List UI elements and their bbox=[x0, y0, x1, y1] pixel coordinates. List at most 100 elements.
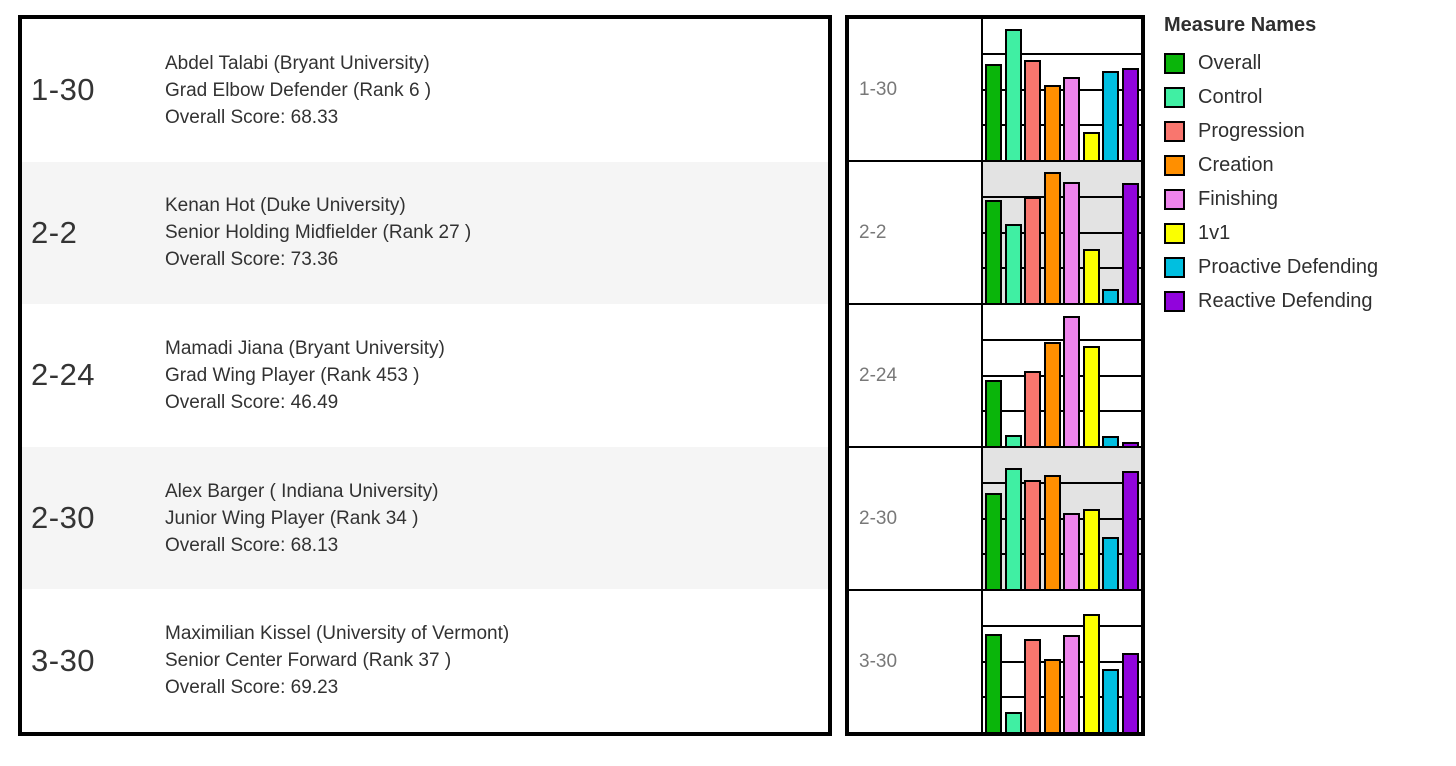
bar-proactive-defending[interactable] bbox=[1102, 288, 1120, 303]
legend: Measure Names Overall Control Progression C… bbox=[1164, 14, 1378, 318]
chart-pane bbox=[983, 305, 1141, 446]
bar-creation[interactable] bbox=[1043, 171, 1061, 303]
chart-row: 2-24 bbox=[849, 303, 1141, 446]
bar-reactive-defending[interactable] bbox=[1121, 68, 1139, 160]
legend-item-progression[interactable]: Progression bbox=[1164, 114, 1378, 148]
bar-overall[interactable] bbox=[985, 380, 1002, 446]
table-row[interactable]: 3-30 Maximilian Kissel (University of Ve… bbox=[22, 589, 828, 732]
player-score-line: Overall Score: 68.33 bbox=[165, 106, 339, 128]
legend-label: Reactive Defending bbox=[1198, 289, 1373, 312]
bar-group bbox=[983, 162, 1141, 303]
bar-proactive-defending[interactable] bbox=[1102, 536, 1120, 589]
legend-item-reactive-defending[interactable]: Reactive Defending bbox=[1164, 284, 1378, 318]
chart-row: 2-30 bbox=[849, 446, 1141, 589]
gridline-50 bbox=[983, 374, 1141, 377]
player-details: Alex Barger ( Indiana University) Junior… bbox=[165, 478, 439, 559]
bar-group bbox=[983, 591, 1141, 732]
player-code: 2-2 bbox=[31, 214, 78, 250]
legend-items: Overall Control Progression Creation Finishi… bbox=[1164, 46, 1378, 318]
legend-swatch-icon bbox=[1164, 52, 1185, 74]
bar-creation[interactable] bbox=[1043, 85, 1061, 160]
legend-item-control[interactable]: Control bbox=[1164, 80, 1378, 114]
table-row[interactable]: 2-30 Alex Barger ( Indiana University) J… bbox=[22, 446, 828, 590]
player-score-line: Overall Score: 73.36 bbox=[165, 249, 339, 271]
gridline-50 bbox=[983, 231, 1141, 234]
gridline-50 bbox=[983, 660, 1141, 663]
gridline-75 bbox=[983, 196, 1141, 199]
chart-row-label: 3-30 bbox=[849, 591, 983, 732]
bar-overall[interactable] bbox=[985, 634, 1002, 732]
bar-control[interactable] bbox=[1004, 28, 1022, 160]
player-position-line: Senior Center Forward (Rank 37 ) bbox=[165, 650, 452, 672]
bar-1v1[interactable] bbox=[1082, 249, 1100, 303]
gridline-75 bbox=[983, 482, 1141, 485]
bar-proactive-defending[interactable] bbox=[1102, 71, 1120, 160]
player-position-line: Grad Wing Player (Rank 453 ) bbox=[165, 364, 420, 386]
bar-progression[interactable] bbox=[1024, 197, 1042, 303]
bar-progression[interactable] bbox=[1024, 480, 1042, 589]
bar-reactive-defending[interactable] bbox=[1121, 441, 1139, 446]
chart-row: 1-30 bbox=[849, 19, 1141, 160]
player-score-line: Overall Score: 68.13 bbox=[165, 534, 339, 556]
bar-chart-panel: 1-30 2-2 2-24 2-30 3-30 bbox=[845, 15, 1145, 736]
bar-finishing[interactable] bbox=[1063, 76, 1081, 160]
legend-item-proactive-defending[interactable]: Proactive Defending bbox=[1164, 250, 1378, 284]
player-details: Maximilian Kissel (University of Vermont… bbox=[165, 620, 509, 701]
chart-row: 2-2 bbox=[849, 160, 1141, 303]
gridline-25 bbox=[983, 552, 1141, 555]
bar-creation[interactable] bbox=[1043, 474, 1061, 589]
bar-group bbox=[983, 19, 1141, 160]
legend-label: 1v1 bbox=[1198, 221, 1231, 244]
chart-row-label: 2-2 bbox=[849, 162, 983, 303]
bar-1v1[interactable] bbox=[1082, 613, 1100, 732]
legend-item-1v1[interactable]: 1v1 bbox=[1164, 216, 1378, 250]
bar-finishing[interactable] bbox=[1063, 634, 1081, 732]
chart-row-label: 1-30 bbox=[849, 19, 983, 160]
table-row[interactable]: 2-24 Mamadi Jiana (Bryant University) Gr… bbox=[22, 304, 828, 447]
bar-creation[interactable] bbox=[1043, 341, 1061, 446]
legend-label: Creation bbox=[1198, 153, 1274, 176]
legend-label: Control bbox=[1198, 85, 1263, 108]
bar-reactive-defending[interactable] bbox=[1121, 653, 1139, 732]
player-code: 2-30 bbox=[31, 500, 96, 536]
bar-proactive-defending[interactable] bbox=[1102, 668, 1120, 732]
bar-progression[interactable] bbox=[1024, 371, 1042, 446]
legend-label: Progression bbox=[1198, 119, 1305, 142]
legend-swatch-icon bbox=[1164, 188, 1185, 210]
bar-control[interactable] bbox=[1004, 224, 1022, 303]
bar-progression[interactable] bbox=[1024, 59, 1042, 160]
gridline-75 bbox=[983, 53, 1141, 56]
legend-swatch-icon bbox=[1164, 290, 1185, 312]
bar-overall[interactable] bbox=[985, 199, 1002, 303]
player-details: Mamadi Jiana (Bryant University) Grad Wi… bbox=[165, 335, 445, 416]
table-row[interactable]: 1-30 Abdel Talabi (Bryant University) Gr… bbox=[22, 19, 828, 162]
bar-control[interactable] bbox=[1004, 434, 1022, 446]
bar-1v1[interactable] bbox=[1082, 345, 1100, 446]
bar-group bbox=[983, 305, 1141, 446]
chart-pane bbox=[983, 19, 1141, 160]
bar-reactive-defending[interactable] bbox=[1121, 183, 1139, 303]
bar-1v1[interactable] bbox=[1082, 131, 1100, 160]
player-name-line: Kenan Hot (Duke University) bbox=[165, 195, 406, 217]
legend-item-finishing[interactable]: Finishing bbox=[1164, 182, 1378, 216]
bar-control[interactable] bbox=[1004, 467, 1022, 589]
bar-1v1[interactable] bbox=[1082, 508, 1100, 589]
bar-overall[interactable] bbox=[985, 492, 1002, 589]
legend-item-overall[interactable]: Overall bbox=[1164, 46, 1378, 80]
gridline-25 bbox=[983, 266, 1141, 269]
player-score-line: Overall Score: 46.49 bbox=[165, 391, 339, 413]
player-position-line: Grad Elbow Defender (Rank 6 ) bbox=[165, 79, 432, 101]
chart-row: 3-30 bbox=[849, 589, 1141, 732]
bar-finishing[interactable] bbox=[1063, 512, 1081, 589]
bar-finishing[interactable] bbox=[1063, 316, 1081, 446]
table-row[interactable]: 2-2 Kenan Hot (Duke University) Senior H… bbox=[22, 161, 828, 305]
bar-reactive-defending[interactable] bbox=[1121, 470, 1139, 589]
bar-proactive-defending[interactable] bbox=[1102, 436, 1120, 446]
bar-progression[interactable] bbox=[1024, 638, 1042, 732]
bar-overall[interactable] bbox=[985, 63, 1002, 160]
bar-control[interactable] bbox=[1004, 712, 1022, 732]
bar-finishing[interactable] bbox=[1063, 181, 1081, 303]
gridline-25 bbox=[983, 409, 1141, 412]
bar-creation[interactable] bbox=[1043, 658, 1061, 732]
legend-item-creation[interactable]: Creation bbox=[1164, 148, 1378, 182]
